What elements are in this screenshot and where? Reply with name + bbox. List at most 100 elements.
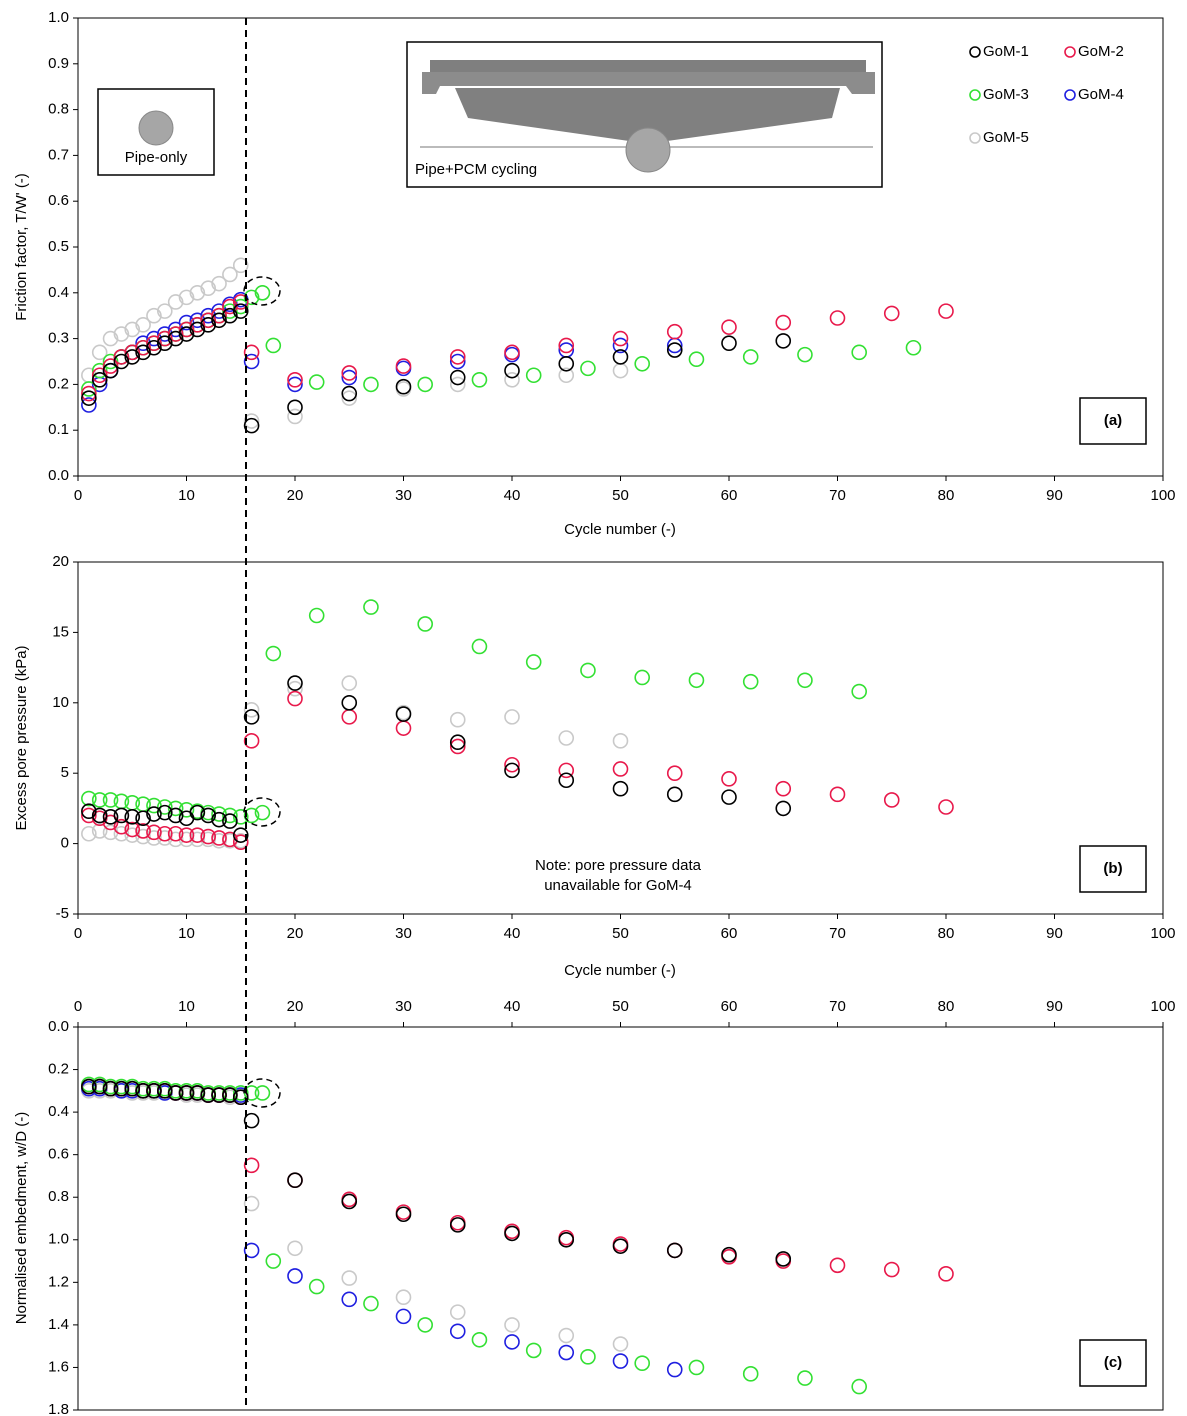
data-point	[113, 825, 130, 842]
data-point	[634, 1355, 651, 1371]
panel-label-box	[1079, 397, 1147, 445]
data-point	[666, 765, 683, 782]
data-point	[612, 780, 629, 797]
data-point	[558, 1231, 575, 1248]
data-point	[666, 323, 683, 340]
data-point	[211, 307, 227, 324]
data-point	[178, 289, 195, 306]
x-tick-label: 30	[395, 487, 412, 504]
x-tick-label: 10	[178, 925, 195, 942]
x-tick-label: 100	[1150, 925, 1175, 942]
data-point	[124, 809, 141, 825]
data-point	[189, 317, 206, 333]
x-tick-label: 40	[504, 998, 521, 1015]
data-point	[189, 321, 206, 338]
data-point	[883, 792, 900, 808]
x-tick-label: 50	[612, 998, 629, 1015]
data-point	[232, 1089, 249, 1106]
highlight-ellipse	[243, 276, 281, 306]
y-tick-label: 0.8	[48, 101, 69, 118]
legend-label: GoM-4	[1078, 86, 1124, 103]
x-tick-label: 90	[1046, 487, 1063, 504]
data-point	[81, 825, 97, 842]
data-point	[243, 709, 260, 725]
data-point	[81, 385, 97, 402]
data-point	[688, 672, 705, 689]
data-point	[189, 284, 206, 301]
data-point	[222, 266, 238, 283]
pcm-arm	[455, 88, 840, 142]
data-point	[363, 376, 379, 393]
data-point	[232, 809, 249, 825]
data-point	[102, 1080, 119, 1097]
data-point	[167, 825, 184, 842]
data-point	[146, 797, 162, 814]
y-tick-label: 10	[52, 694, 69, 711]
y-tick-label: 1.0	[48, 1231, 69, 1248]
data-point	[135, 1083, 151, 1099]
data-point	[91, 807, 108, 824]
x-tick-label: 60	[721, 925, 738, 942]
y-tick-label: 5	[61, 764, 69, 781]
x-tick-label: 70	[829, 487, 846, 504]
data-point	[742, 349, 759, 365]
data-point	[634, 669, 651, 686]
data-point	[135, 339, 151, 356]
data-point	[146, 335, 162, 351]
data-point	[243, 353, 260, 370]
data-point	[883, 305, 900, 322]
note: Note: pore pressure data	[535, 857, 702, 874]
data-point	[851, 683, 868, 700]
data-point	[146, 330, 162, 347]
data-point	[113, 326, 130, 342]
data-point	[612, 1336, 629, 1352]
data-point	[775, 800, 792, 817]
data-point	[395, 720, 412, 736]
data-point	[341, 675, 358, 691]
data-point	[449, 734, 466, 751]
x-tick-label: 100	[1150, 487, 1175, 504]
data-point	[341, 694, 358, 711]
data-point	[157, 335, 173, 351]
data-point	[666, 1242, 683, 1259]
data-point	[124, 827, 141, 843]
data-point	[449, 1304, 466, 1320]
data-point	[666, 342, 683, 358]
data-point	[775, 314, 792, 331]
data-point	[504, 344, 520, 361]
data-point	[211, 830, 227, 846]
data-point	[449, 353, 466, 370]
legend-label: GoM-1	[983, 43, 1029, 60]
data-point	[178, 827, 195, 843]
data-point	[265, 1253, 282, 1269]
data-point	[157, 799, 173, 815]
x-tick-label: 50	[612, 487, 629, 504]
data-point	[287, 372, 303, 388]
data-point	[721, 789, 737, 805]
data-point	[102, 358, 119, 374]
data-point	[721, 319, 737, 335]
data-point	[612, 1238, 629, 1254]
data-point	[580, 662, 596, 679]
data-point	[91, 792, 108, 808]
data-point	[157, 1083, 173, 1099]
data-point	[157, 303, 173, 319]
legend-label: GoM-5	[983, 129, 1029, 146]
data-point	[504, 1225, 520, 1242]
data-point	[797, 672, 813, 689]
data-point	[81, 397, 97, 413]
legend-label: GoM-3	[983, 86, 1029, 103]
x-axis-label: Cycle number (-)	[564, 962, 676, 979]
data-point	[200, 312, 216, 329]
data-point	[341, 1291, 358, 1308]
panel-label: (b)	[1103, 860, 1122, 877]
y-tick-label: 1.6	[48, 1358, 69, 1375]
data-point	[742, 1366, 759, 1382]
x-tick-label: 60	[721, 998, 738, 1015]
data-point	[449, 349, 466, 365]
data-point	[742, 673, 759, 690]
data-point	[189, 1085, 206, 1101]
highlight-ellipse	[243, 797, 281, 827]
data-point	[287, 1240, 303, 1257]
x-tick-label: 20	[287, 998, 304, 1015]
